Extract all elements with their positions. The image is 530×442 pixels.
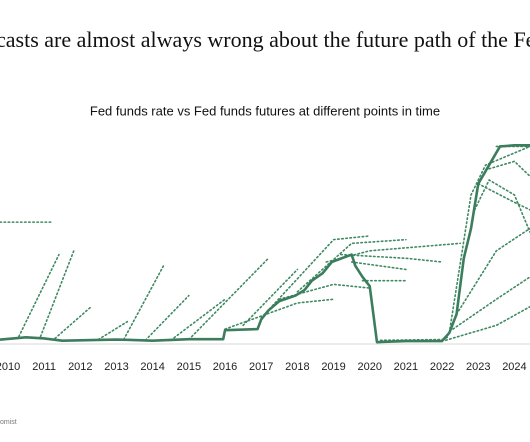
x-tick-label: 2016 [213, 361, 237, 373]
x-tick-label: 2010 [0, 361, 20, 373]
futures-line [39, 250, 75, 338]
futures-line [477, 182, 530, 211]
x-tick-label: 2024 [502, 361, 526, 373]
futures-line [144, 294, 190, 342]
x-tick-label: 2017 [249, 361, 273, 373]
futures-line [54, 305, 92, 340]
futures-line [260, 235, 371, 319]
x-tick-label: 2011 [32, 361, 56, 373]
futures-line [444, 305, 530, 342]
x-tick-label: 2021 [394, 361, 418, 373]
futures-line [339, 253, 443, 263]
x-tick-label: 2022 [430, 361, 454, 373]
plot-area: 2010 2011 2012 2013 2014 2015 2016 2017 2018 2019… [0, 144, 530, 373]
futures-line [169, 298, 226, 342]
x-tick-label: 2019 [321, 361, 345, 373]
futures-line [448, 145, 530, 334]
futures-line [242, 268, 299, 327]
x-tick-label: 2020 [357, 361, 381, 373]
futures-line [488, 160, 530, 178]
x-tick-label: 2014 [140, 361, 164, 373]
chart-title: casts are almost always wrong about the … [0, 27, 530, 52]
futures-line [455, 227, 530, 315]
futures-line [18, 253, 60, 338]
fed-funds-rate-line [0, 144, 530, 344]
futures-line [188, 257, 270, 341]
futures-line [224, 298, 335, 330]
chart-subtitle: Fed funds rate vs Fed funds futures at d… [90, 103, 440, 118]
futures-line [473, 179, 530, 233]
futures-line [325, 242, 461, 263]
x-tick-label: 2013 [104, 361, 128, 373]
source: omist [0, 419, 17, 426]
x-tick-label: 2015 [177, 361, 201, 373]
futures-line [350, 261, 407, 271]
futures-line [122, 264, 165, 341]
futures-line [452, 276, 530, 330]
futures-line [296, 238, 407, 293]
x-tick-label: 2012 [68, 361, 92, 373]
x-tick-label: 2018 [285, 361, 309, 373]
x-tick-label: 2023 [466, 361, 490, 373]
futures-line [379, 335, 451, 342]
futures-line [97, 320, 129, 341]
